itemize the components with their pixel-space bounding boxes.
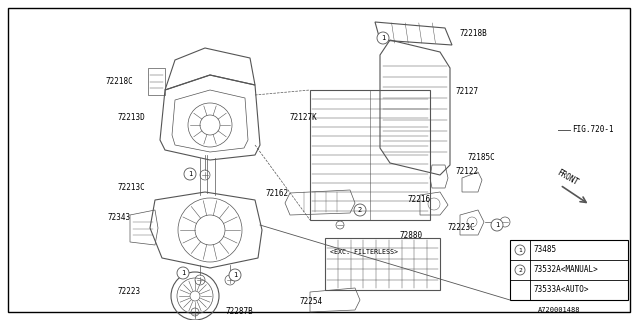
Text: 72218B: 72218B [460,28,488,37]
Text: 1: 1 [233,272,237,278]
Text: 2: 2 [358,207,362,213]
Circle shape [515,245,525,255]
Text: 72213C: 72213C [118,183,146,193]
Text: 72287B: 72287B [225,308,253,316]
Text: 1: 1 [181,270,185,276]
Text: 72254: 72254 [300,298,323,307]
Text: FIG.720-1: FIG.720-1 [572,125,614,134]
Text: 73532A<MANUAL>: 73532A<MANUAL> [534,266,599,275]
Text: 72216: 72216 [408,196,431,204]
Circle shape [377,32,389,44]
Text: 1: 1 [188,171,192,177]
Circle shape [177,267,189,279]
Text: 1: 1 [381,35,385,41]
Bar [325,238,440,290]
Text: 1: 1 [495,222,499,228]
Text: 2: 2 [518,268,522,273]
Text: 72127K: 72127K [290,114,317,123]
Text: 72127: 72127 [455,87,478,97]
Text: 72223C: 72223C [447,223,475,233]
Circle shape [229,269,241,281]
Text: 72122: 72122 [455,167,478,177]
Circle shape [491,219,503,231]
Circle shape [515,265,525,275]
Text: 73485: 73485 [534,245,557,254]
Text: 73533A<AUTO>: 73533A<AUTO> [534,285,589,294]
Bar [510,240,628,300]
Text: 72343: 72343 [108,213,131,222]
Text: 72213D: 72213D [118,114,146,123]
Bar [310,90,430,220]
Text: A720001488: A720001488 [538,307,580,313]
Text: 72880: 72880 [400,230,423,239]
Text: 72223: 72223 [118,287,141,297]
Text: 72218C: 72218C [105,77,132,86]
Text: <EXC. FILTERLESS>: <EXC. FILTERLESS> [330,249,398,255]
Text: 72162: 72162 [265,188,288,197]
Text: 72185C: 72185C [468,154,496,163]
Circle shape [184,168,196,180]
Text: FRONT: FRONT [555,168,580,188]
Text: 1: 1 [518,247,522,252]
